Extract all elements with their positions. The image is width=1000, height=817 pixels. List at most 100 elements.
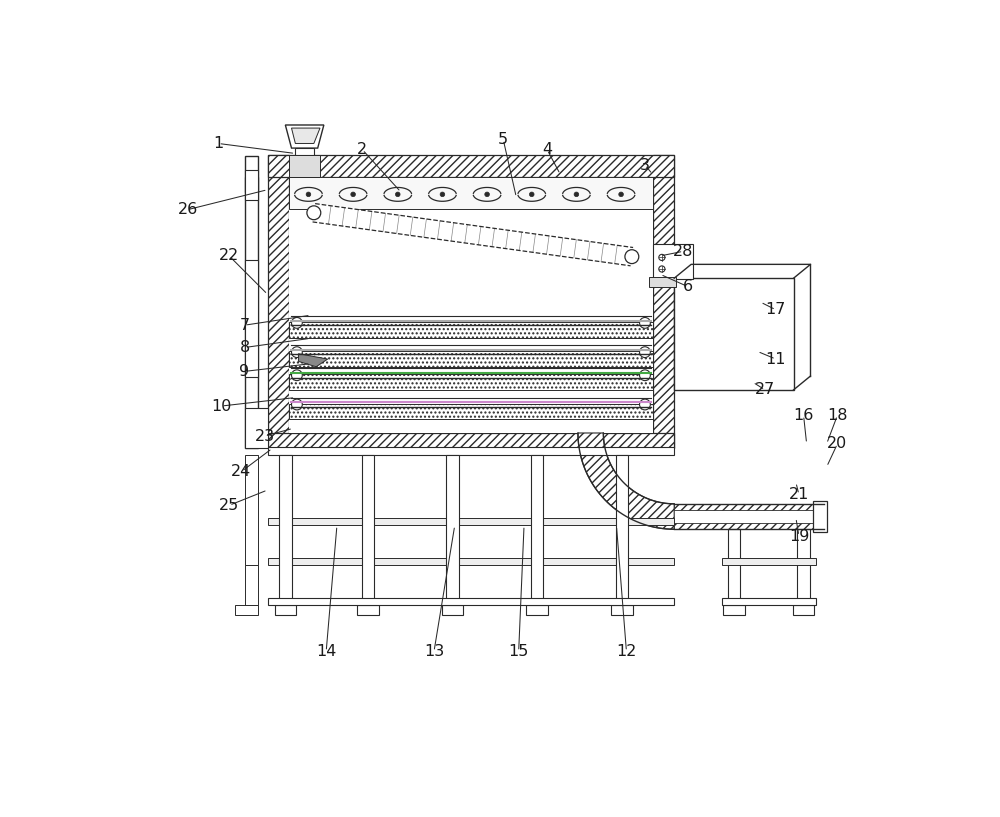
Text: 6: 6 <box>683 279 693 294</box>
Bar <box>793 605 814 614</box>
Bar <box>653 155 674 449</box>
Text: 10: 10 <box>211 399 232 413</box>
Text: 22: 22 <box>219 248 239 263</box>
Bar <box>722 558 816 565</box>
Circle shape <box>640 318 650 328</box>
Bar <box>268 558 674 565</box>
Text: 9: 9 <box>239 364 250 379</box>
Bar <box>289 176 653 433</box>
Text: 2: 2 <box>357 142 367 157</box>
Circle shape <box>395 192 400 197</box>
Bar <box>295 148 314 155</box>
Text: 16: 16 <box>793 408 814 422</box>
Text: 21: 21 <box>789 487 809 502</box>
Bar <box>235 605 258 614</box>
Circle shape <box>307 206 321 220</box>
Bar <box>289 374 653 390</box>
Circle shape <box>529 192 534 197</box>
Bar <box>245 454 258 565</box>
Circle shape <box>292 400 302 410</box>
Text: 8: 8 <box>239 340 250 355</box>
Bar <box>289 322 653 337</box>
Circle shape <box>440 192 445 197</box>
Text: 13: 13 <box>424 644 444 659</box>
Text: 7: 7 <box>239 318 250 333</box>
Bar <box>268 155 289 449</box>
Text: 25: 25 <box>219 498 239 513</box>
Text: 12: 12 <box>616 644 637 659</box>
Text: 19: 19 <box>789 529 809 543</box>
Bar <box>728 529 740 605</box>
Circle shape <box>351 192 355 197</box>
PathPatch shape <box>578 433 674 529</box>
Text: 15: 15 <box>508 644 529 659</box>
Circle shape <box>485 192 489 197</box>
Text: 4: 4 <box>542 142 552 157</box>
Bar <box>279 454 292 605</box>
Text: 17: 17 <box>766 302 786 317</box>
Text: 24: 24 <box>231 464 252 479</box>
Bar <box>268 518 674 525</box>
Circle shape <box>306 192 311 197</box>
Bar <box>362 454 374 605</box>
Bar <box>245 565 258 605</box>
Polygon shape <box>313 203 633 266</box>
Bar <box>268 598 674 605</box>
Circle shape <box>292 370 302 381</box>
Bar <box>674 504 824 510</box>
Text: 14: 14 <box>316 644 336 659</box>
Circle shape <box>625 250 639 264</box>
Bar <box>674 523 824 529</box>
Text: 1: 1 <box>213 136 223 151</box>
Bar <box>649 278 676 287</box>
Bar <box>245 408 268 449</box>
Circle shape <box>640 370 650 381</box>
Polygon shape <box>298 354 328 367</box>
Bar <box>275 605 296 614</box>
Bar <box>813 501 827 533</box>
Bar <box>289 176 653 209</box>
Text: 5: 5 <box>498 132 508 147</box>
Text: 18: 18 <box>827 408 848 422</box>
Polygon shape <box>292 128 320 144</box>
Text: 23: 23 <box>254 429 275 444</box>
Circle shape <box>292 346 302 358</box>
Bar <box>442 605 463 614</box>
Bar <box>814 504 826 529</box>
Text: 20: 20 <box>827 436 848 451</box>
Bar <box>268 447 674 454</box>
Circle shape <box>640 346 650 358</box>
Bar <box>611 605 633 614</box>
Text: 28: 28 <box>673 243 694 259</box>
Bar <box>531 454 543 605</box>
Bar <box>446 454 459 605</box>
Text: 26: 26 <box>177 202 198 217</box>
Bar <box>245 260 258 377</box>
Circle shape <box>659 266 665 272</box>
Bar <box>245 171 258 199</box>
Bar <box>268 155 674 176</box>
Bar <box>245 176 258 192</box>
Bar <box>653 244 693 279</box>
Polygon shape <box>285 125 324 148</box>
Bar <box>723 605 745 614</box>
Bar <box>616 454 628 605</box>
Circle shape <box>574 192 579 197</box>
Bar <box>674 279 794 390</box>
Text: 11: 11 <box>766 351 786 367</box>
Circle shape <box>640 400 650 410</box>
Bar <box>357 605 379 614</box>
Bar <box>526 605 548 614</box>
Bar <box>797 529 810 605</box>
Circle shape <box>292 318 302 328</box>
Text: 3: 3 <box>640 158 650 172</box>
Text: 27: 27 <box>755 382 775 397</box>
Bar <box>289 351 653 367</box>
Bar <box>268 433 674 449</box>
Bar <box>289 404 653 419</box>
Circle shape <box>619 192 623 197</box>
Bar <box>245 156 258 449</box>
Bar <box>722 598 816 605</box>
Bar <box>289 155 320 176</box>
Circle shape <box>659 254 665 261</box>
